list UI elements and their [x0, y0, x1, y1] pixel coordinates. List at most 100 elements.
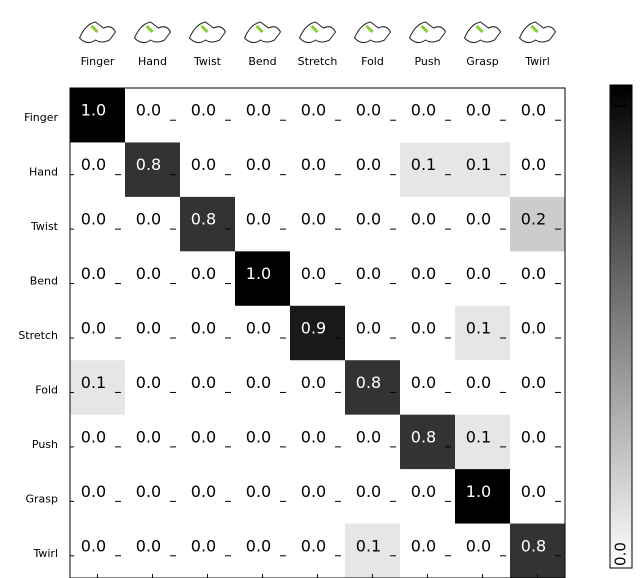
- row-label: Push: [32, 438, 58, 451]
- gesture-icon: [355, 22, 391, 43]
- cell-label: 0.0: [191, 536, 216, 555]
- row-label: Bend: [30, 275, 58, 288]
- cell-label: 0.0: [301, 482, 326, 501]
- column-label: Grasp: [466, 55, 499, 68]
- cell-label: 0.0: [246, 210, 271, 229]
- column-label: Stretch: [298, 55, 338, 68]
- cell-label: 0.0: [301, 101, 326, 120]
- cell-label: 0.8: [191, 210, 216, 229]
- cell-label: 0.0: [191, 155, 216, 174]
- row-label: Fold: [35, 383, 58, 396]
- cell-label: 0.0: [246, 101, 271, 120]
- cell-label: 0.8: [411, 427, 436, 446]
- column-label: Twist: [193, 55, 222, 68]
- cell-label: 0.0: [246, 482, 271, 501]
- cell-label: 0.0: [136, 373, 161, 392]
- cell-label: 0.0: [246, 536, 271, 555]
- column-label: Fold: [361, 55, 384, 68]
- gesture-icon: [410, 22, 446, 43]
- cell-label: 0.0: [521, 373, 546, 392]
- row-label: Stretch: [18, 329, 58, 342]
- cell-label: 0.0: [81, 319, 106, 338]
- chart: 1.0 0.0 0.0 0.0 0.0 0.0 0.0 0.0 0.0 Finger 0.0 0.8 0…: [0, 0, 641, 578]
- gesture-accent: [477, 26, 483, 32]
- cell-label: 0.0: [411, 536, 436, 555]
- cell-label: 0.0: [466, 536, 491, 555]
- gesture-accent: [202, 26, 208, 32]
- column-label: Push: [414, 55, 440, 68]
- cell-label: 0.0: [81, 155, 106, 174]
- cell-label: 1.0: [246, 264, 271, 283]
- column-label: Hand: [138, 55, 167, 68]
- cell-label: 0.1: [356, 536, 381, 555]
- cell-label: 0.0: [521, 482, 546, 501]
- cell-label: 0.0: [411, 264, 436, 283]
- column-label: Finger: [81, 55, 115, 68]
- row-label: Twirl: [32, 547, 58, 560]
- cell-label: 0.0: [191, 319, 216, 338]
- colorbar-tick-label: 0.0: [612, 542, 630, 566]
- column-label: Bend: [248, 55, 276, 68]
- cell-label: 0.0: [81, 482, 106, 501]
- cell-label: 0.0: [301, 373, 326, 392]
- cell-label: 0.0: [356, 319, 381, 338]
- cell-label: 0.0: [521, 319, 546, 338]
- gesture-icon: [520, 22, 556, 43]
- cell-label: 0.0: [136, 319, 161, 338]
- cell-label: 0.0: [521, 101, 546, 120]
- cell-label: 0.0: [521, 155, 546, 174]
- cell-label: 0.0: [81, 210, 106, 229]
- cell-label: 0.0: [81, 427, 106, 446]
- gesture-icon: [135, 22, 171, 43]
- colorbar-tick-label: 1.0: [612, 87, 630, 111]
- colorbar: [610, 85, 632, 568]
- cell-label: 0.1: [466, 319, 491, 338]
- cell-label: 0.1: [466, 427, 491, 446]
- cell-label: 0.0: [81, 536, 106, 555]
- gesture-icon: [245, 22, 281, 43]
- cell-label: 0.0: [301, 155, 326, 174]
- row-label: Twist: [30, 220, 59, 233]
- gesture-accent: [257, 26, 263, 32]
- cell-label: 0.0: [191, 264, 216, 283]
- cell-label: 0.0: [466, 210, 491, 229]
- cell-label: 0.0: [246, 155, 271, 174]
- gesture-accent: [532, 26, 538, 32]
- cell-label: 0.2: [521, 210, 546, 229]
- cell-label: 0.0: [301, 536, 326, 555]
- cell-label: 0.0: [246, 373, 271, 392]
- gesture-icon: [190, 22, 226, 43]
- cell-label: 0.0: [246, 427, 271, 446]
- cell-label: 0.0: [466, 264, 491, 283]
- cell-label: 0.0: [356, 155, 381, 174]
- cell-label: 0.0: [411, 482, 436, 501]
- gesture-accent: [422, 26, 428, 32]
- cell-label: 0.9: [301, 319, 326, 338]
- cell-label: 0.0: [356, 427, 381, 446]
- cell-label: 0.0: [466, 101, 491, 120]
- cell-label: 0.0: [301, 210, 326, 229]
- cell-label: 0.0: [136, 264, 161, 283]
- cell-label: 0.0: [136, 482, 161, 501]
- cell-label: 0.0: [81, 264, 106, 283]
- cell-label: 0.0: [521, 264, 546, 283]
- cell-label: 0.0: [301, 427, 326, 446]
- cell-label: 0.1: [411, 155, 436, 174]
- row-label: Grasp: [25, 492, 58, 505]
- cell-label: 0.0: [136, 101, 161, 120]
- cell-label: 0.0: [136, 427, 161, 446]
- cell-label: 0.0: [191, 482, 216, 501]
- gesture-accent: [312, 26, 318, 32]
- gesture-accent: [92, 26, 98, 32]
- gesture-accent: [147, 26, 153, 32]
- gesture-icons: [80, 22, 556, 43]
- cell-label: 0.0: [356, 210, 381, 229]
- cell-label: 0.0: [136, 210, 161, 229]
- cell-label: 0.1: [81, 373, 106, 392]
- cell-label: 0.8: [521, 536, 546, 555]
- cell-label: 1.0: [466, 482, 491, 501]
- cell-label: 0.0: [521, 427, 546, 446]
- cell-label: 0.0: [191, 373, 216, 392]
- gesture-icon: [300, 22, 336, 43]
- cell-label: 0.0: [356, 264, 381, 283]
